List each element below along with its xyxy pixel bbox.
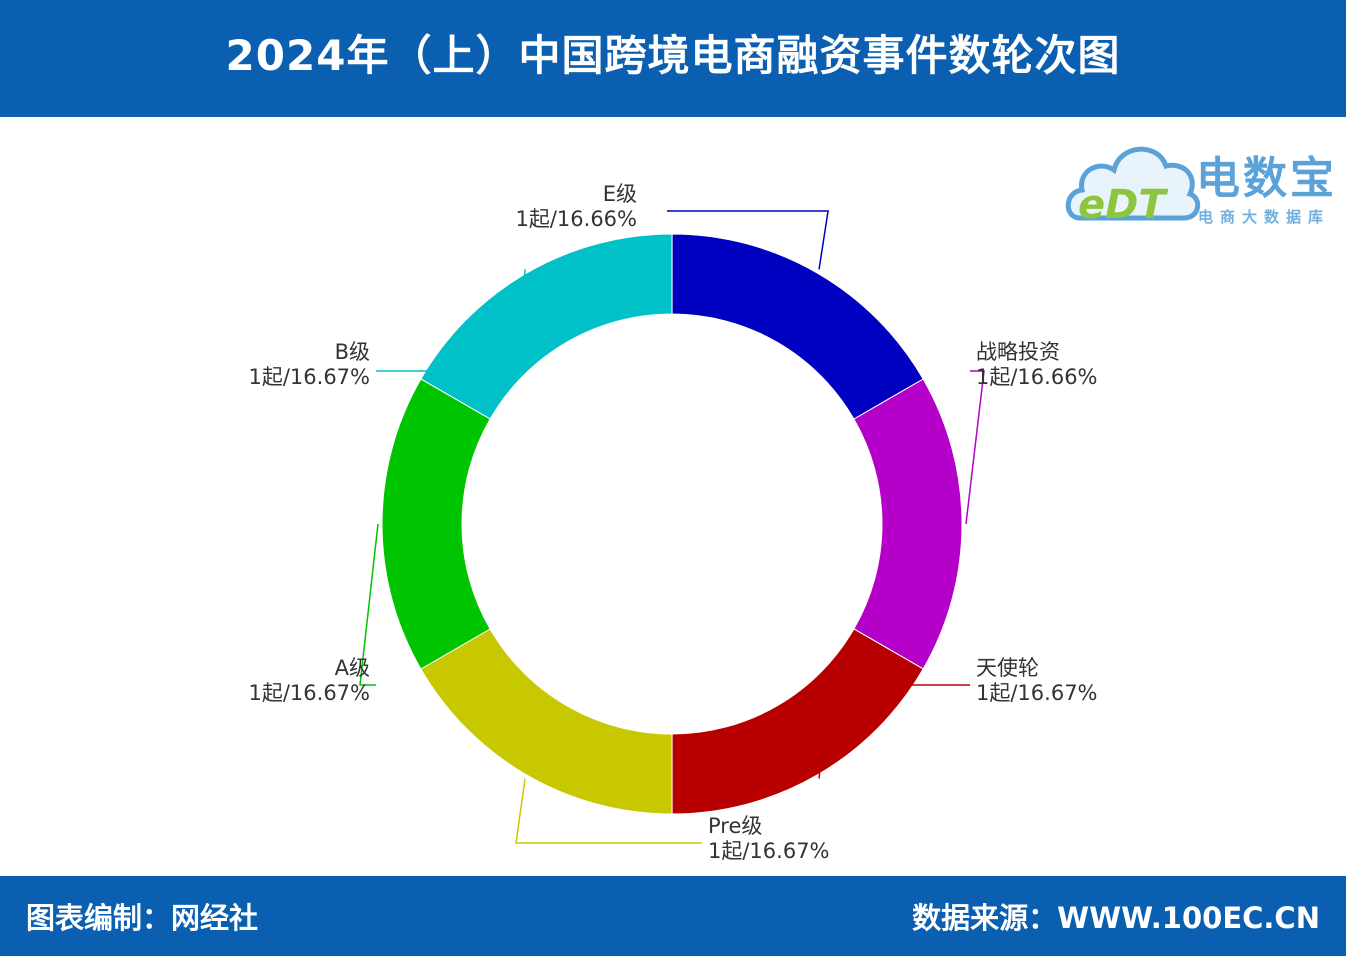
header-bar (0, 0, 1346, 117)
footer-bar: 图表编制：网经社 数据来源：WWW.100EC.CN (0, 876, 1346, 956)
leader-line (965, 370, 985, 525)
slice-value-label: 1起/16.67% (248, 681, 370, 705)
page-title: 2024年（上）中国跨境电商融资事件数轮次图 (225, 31, 1121, 80)
slice-value-label: 1起/16.67% (708, 839, 830, 863)
leader-line (818, 684, 970, 779)
footer-source: 数据来源：WWW.100EC.CN (912, 901, 1320, 935)
slice-value-label: 1起/16.66% (976, 365, 1098, 389)
slice-name-label: 天使轮 (976, 656, 1039, 680)
donut-slice (671, 233, 924, 420)
slice-value-label: 1起/16.66% (515, 207, 637, 231)
donut-slice (420, 233, 673, 420)
slice-name-label: E级 (603, 182, 637, 206)
footer-credit: 图表编制：网经社 (26, 901, 259, 935)
donut-slice (420, 628, 673, 815)
leader-line (667, 210, 829, 270)
leader-line (359, 523, 379, 686)
leader-line (376, 269, 526, 372)
slice-name-label: B级 (335, 340, 370, 364)
cloud-logo-icon: eDT (1065, 146, 1201, 228)
logo-badge: eDT (1078, 182, 1168, 228)
leader-line (515, 778, 702, 844)
donut-slice (671, 628, 924, 815)
donut-slice (853, 378, 963, 670)
logo: eDT 电数宝 电商大数据库 (1062, 126, 1342, 236)
slice-name-label: A级 (335, 656, 370, 680)
slice-name-label: 战略投资 (976, 340, 1060, 364)
logo-subtitle: 电商大数据库 (1198, 208, 1331, 226)
logo-name: 电数宝 (1196, 153, 1337, 204)
slice-value-label: 1起/16.67% (248, 365, 370, 389)
donut-slice (381, 378, 491, 670)
slice-name-label: Pre级 (708, 814, 762, 838)
donut-chart: 战略投资1起/16.66%天使轮1起/16.67%Pre级1起/16.67%A级… (248, 182, 1098, 863)
slice-value-label: 1起/16.67% (976, 681, 1098, 705)
